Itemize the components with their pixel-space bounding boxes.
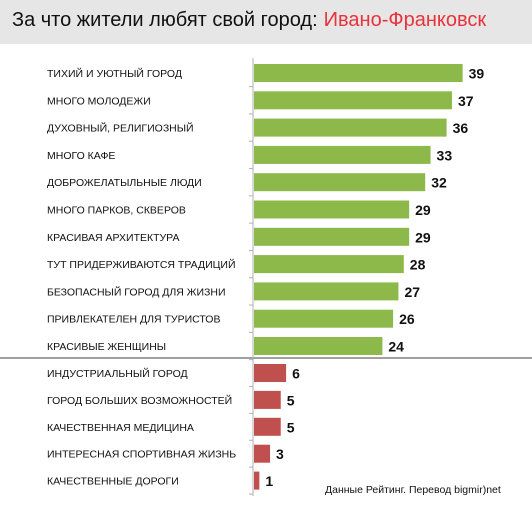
value-label: 24 [388, 339, 404, 355]
category-label: ПРИВЛЕКАТЕЛЕН ДЛЯ ТУРИСТОВ [47, 314, 220, 326]
bar [254, 444, 271, 463]
category-label: ТУТ ПРИДЕРЖИВАЮТСЯ ТРАДИЦИЙ [47, 258, 236, 271]
bar [254, 337, 383, 355]
category-label: КРАСИВАЯ АРХИТЕКТУРА [47, 232, 180, 244]
bar [254, 145, 431, 164]
category-label: МНОГО ПАРКОВ, СКВЕРОВ [47, 205, 186, 217]
category-label: ИНДУСТРИАЛЬНЫЙ ГОРОД [47, 367, 188, 380]
value-label: 37 [458, 93, 474, 109]
category-label: БЕЗОПАСНЫЙ ГОРОД ДЛЯ ЖИЗНИ [47, 285, 226, 298]
bar [254, 227, 410, 246]
bar [254, 200, 410, 219]
bar [254, 173, 426, 192]
category-label: МНОГО КАФЕ [47, 150, 115, 162]
bar [254, 91, 452, 110]
bar [254, 390, 281, 409]
value-label: 33 [437, 147, 453, 163]
category-label: КАЧЕСТВЕННЫЕ ДОРОГИ [47, 476, 179, 488]
source-note: Данные Рейтинг. Перевод bigmir)net [325, 484, 501, 496]
bar [254, 255, 404, 274]
category-label: МНОГО МОЛОДЕЖИ [47, 95, 151, 107]
bar [254, 282, 399, 301]
category-label: ГОРОД БОЛЬШИХ ВОЗМОЖНОСТЕЙ [47, 394, 232, 407]
value-label: 36 [453, 120, 469, 136]
title-prefix: За что жители любят свой город: [12, 9, 318, 31]
value-label: 5 [287, 392, 295, 408]
title-city: Ивано-Франковск [323, 9, 487, 31]
value-label: 26 [399, 311, 415, 327]
value-label: 32 [431, 175, 447, 191]
bar [254, 309, 394, 328]
value-label: 5 [287, 419, 295, 435]
value-label: 29 [415, 229, 431, 245]
bar [254, 64, 463, 82]
value-label: 27 [404, 284, 420, 300]
value-label: 29 [415, 202, 431, 218]
category-label: КРАСИВЫЕ ЖЕНЩИНЫ [47, 341, 166, 353]
category-label: КАЧЕСТВЕННАЯ МЕДИЦИНА [47, 422, 194, 434]
bar [254, 471, 260, 490]
value-label: 3 [276, 446, 284, 462]
category-label: ИНТЕРЕСНАЯ СПОРТИВНАЯ ЖИЗНЬ [47, 449, 236, 461]
value-label: 39 [469, 66, 485, 82]
chart-header: За что жители любят свой город: Ивано-Фра… [0, 0, 532, 44]
category-label: ДУХОВНЫЙ, РЕЛИГИОЗНЫЙ [47, 122, 194, 135]
category-label: ТИХИЙ И УЮТНЫЙ ГОРОД [47, 67, 182, 80]
bar [254, 364, 287, 382]
value-label: 6 [292, 366, 300, 382]
value-label: 1 [265, 473, 273, 489]
category-label: ДОБРОЖЕЛАТЫЛЬНЫЕ ЛЮДИ [47, 177, 202, 189]
chart-title: За что жители любят свой город: Ивано-Фра… [12, 9, 486, 32]
value-label: 28 [410, 257, 426, 273]
bar [254, 118, 447, 137]
bar [254, 417, 281, 436]
